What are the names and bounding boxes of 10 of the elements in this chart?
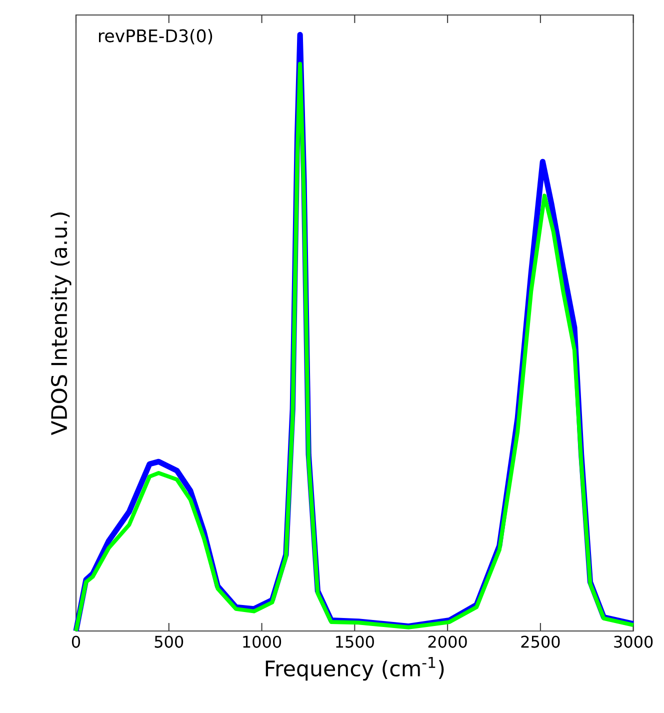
x-tick-label: 0 <box>72 636 80 648</box>
x-axis-title: Frequency (cm$^{-1}$) <box>266 656 444 681</box>
y-axis-title: VDOS Intensity (a.u.) <box>50 212 72 436</box>
annotation: revPBE-D3(0) <box>99 28 212 44</box>
x-tick-label: 2500 <box>521 636 560 648</box>
x-tick-label: 1000 <box>243 636 282 648</box>
x-tick-label: 3000 <box>614 636 653 648</box>
x-tick-label: 500 <box>154 636 184 648</box>
x-tick-label: 1500 <box>336 636 374 648</box>
x-tick-label: 2000 <box>428 636 467 648</box>
